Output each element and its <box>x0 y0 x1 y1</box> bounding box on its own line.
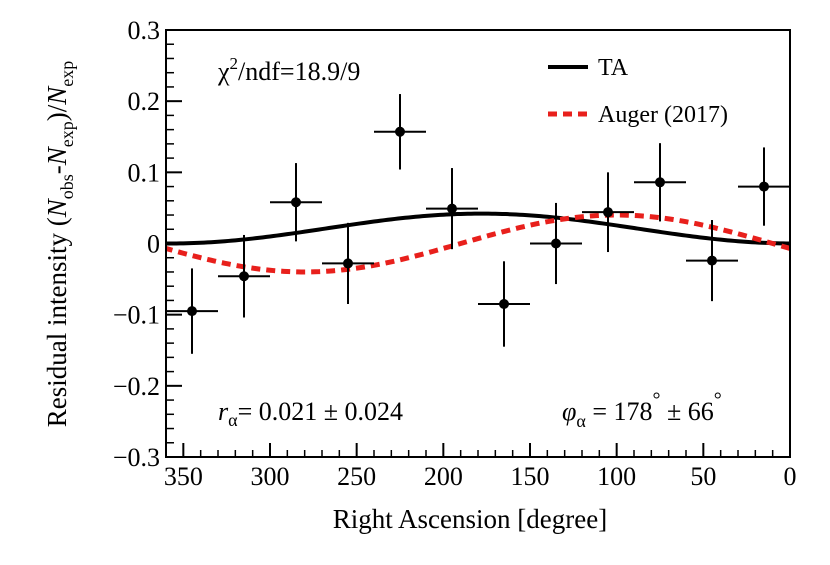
data-point <box>582 172 634 253</box>
point-marker <box>759 181 769 192</box>
y-axis-title: Residual intensity (Nobs-Nexp)/Nexp <box>42 61 77 428</box>
x-tick-label: 300 <box>251 462 290 491</box>
y-tick-label: 0 <box>147 230 160 259</box>
data-point <box>322 222 374 304</box>
legend-auger-label: Auger (2017) <box>598 102 728 128</box>
data-point <box>166 268 218 354</box>
x-tick-label: 100 <box>597 462 636 491</box>
data-point <box>738 147 790 226</box>
y-axis-ticks: −0.3 −0.2 −0.1 0 0.1 0.2 0.3 <box>113 16 182 472</box>
y-tick-label: 0.3 <box>128 16 161 45</box>
data-point <box>218 234 270 318</box>
data-point <box>374 94 426 170</box>
y-tick-label: −0.2 <box>113 372 160 401</box>
data-point <box>426 168 478 250</box>
point-marker <box>551 238 561 249</box>
legend-ta-label: TA <box>598 55 629 81</box>
point-marker <box>707 255 717 266</box>
point-marker <box>603 207 613 218</box>
x-tick-label: 0 <box>784 462 797 491</box>
x-tick-label: 150 <box>511 462 550 491</box>
data-points <box>166 94 790 354</box>
data-point <box>270 163 322 242</box>
data-point <box>530 202 582 285</box>
data-point <box>634 143 686 222</box>
chi2-annotation: χ2/ndf=18.9/9 <box>217 54 360 86</box>
x-axis-ticks: 350 300 250 200 150 100 50 0 <box>164 443 797 491</box>
y-tick-label: −0.3 <box>113 443 160 472</box>
point-marker <box>343 258 353 269</box>
curve-auger <box>165 212 791 275</box>
curve-ta <box>165 211 791 246</box>
y-tick-label: 0.1 <box>128 158 161 187</box>
x-axis-title: Right Ascension [degree] <box>333 504 607 534</box>
phi-alpha-annotation: φα = 178° ± 66° <box>562 389 722 431</box>
point-marker <box>499 298 509 309</box>
point-marker <box>395 126 405 137</box>
point-marker <box>239 271 249 282</box>
x-tick-label: 350 <box>164 462 203 491</box>
x-tick-label: 200 <box>424 462 463 491</box>
x-tick-label: 250 <box>337 462 376 491</box>
point-marker <box>291 197 301 208</box>
fit-curves <box>165 211 791 275</box>
x-tick-label: 50 <box>690 462 716 491</box>
data-point <box>478 261 530 347</box>
y-tick-label: −0.1 <box>113 301 160 330</box>
point-marker <box>655 177 665 188</box>
point-marker <box>447 203 457 214</box>
legend: TA Auger (2017) <box>548 55 728 128</box>
y-tick-label: 0.2 <box>128 87 161 116</box>
data-point <box>686 220 738 302</box>
r-alpha-annotation: rα= 0.021 ± 0.024 <box>218 397 403 430</box>
point-marker <box>187 306 197 317</box>
